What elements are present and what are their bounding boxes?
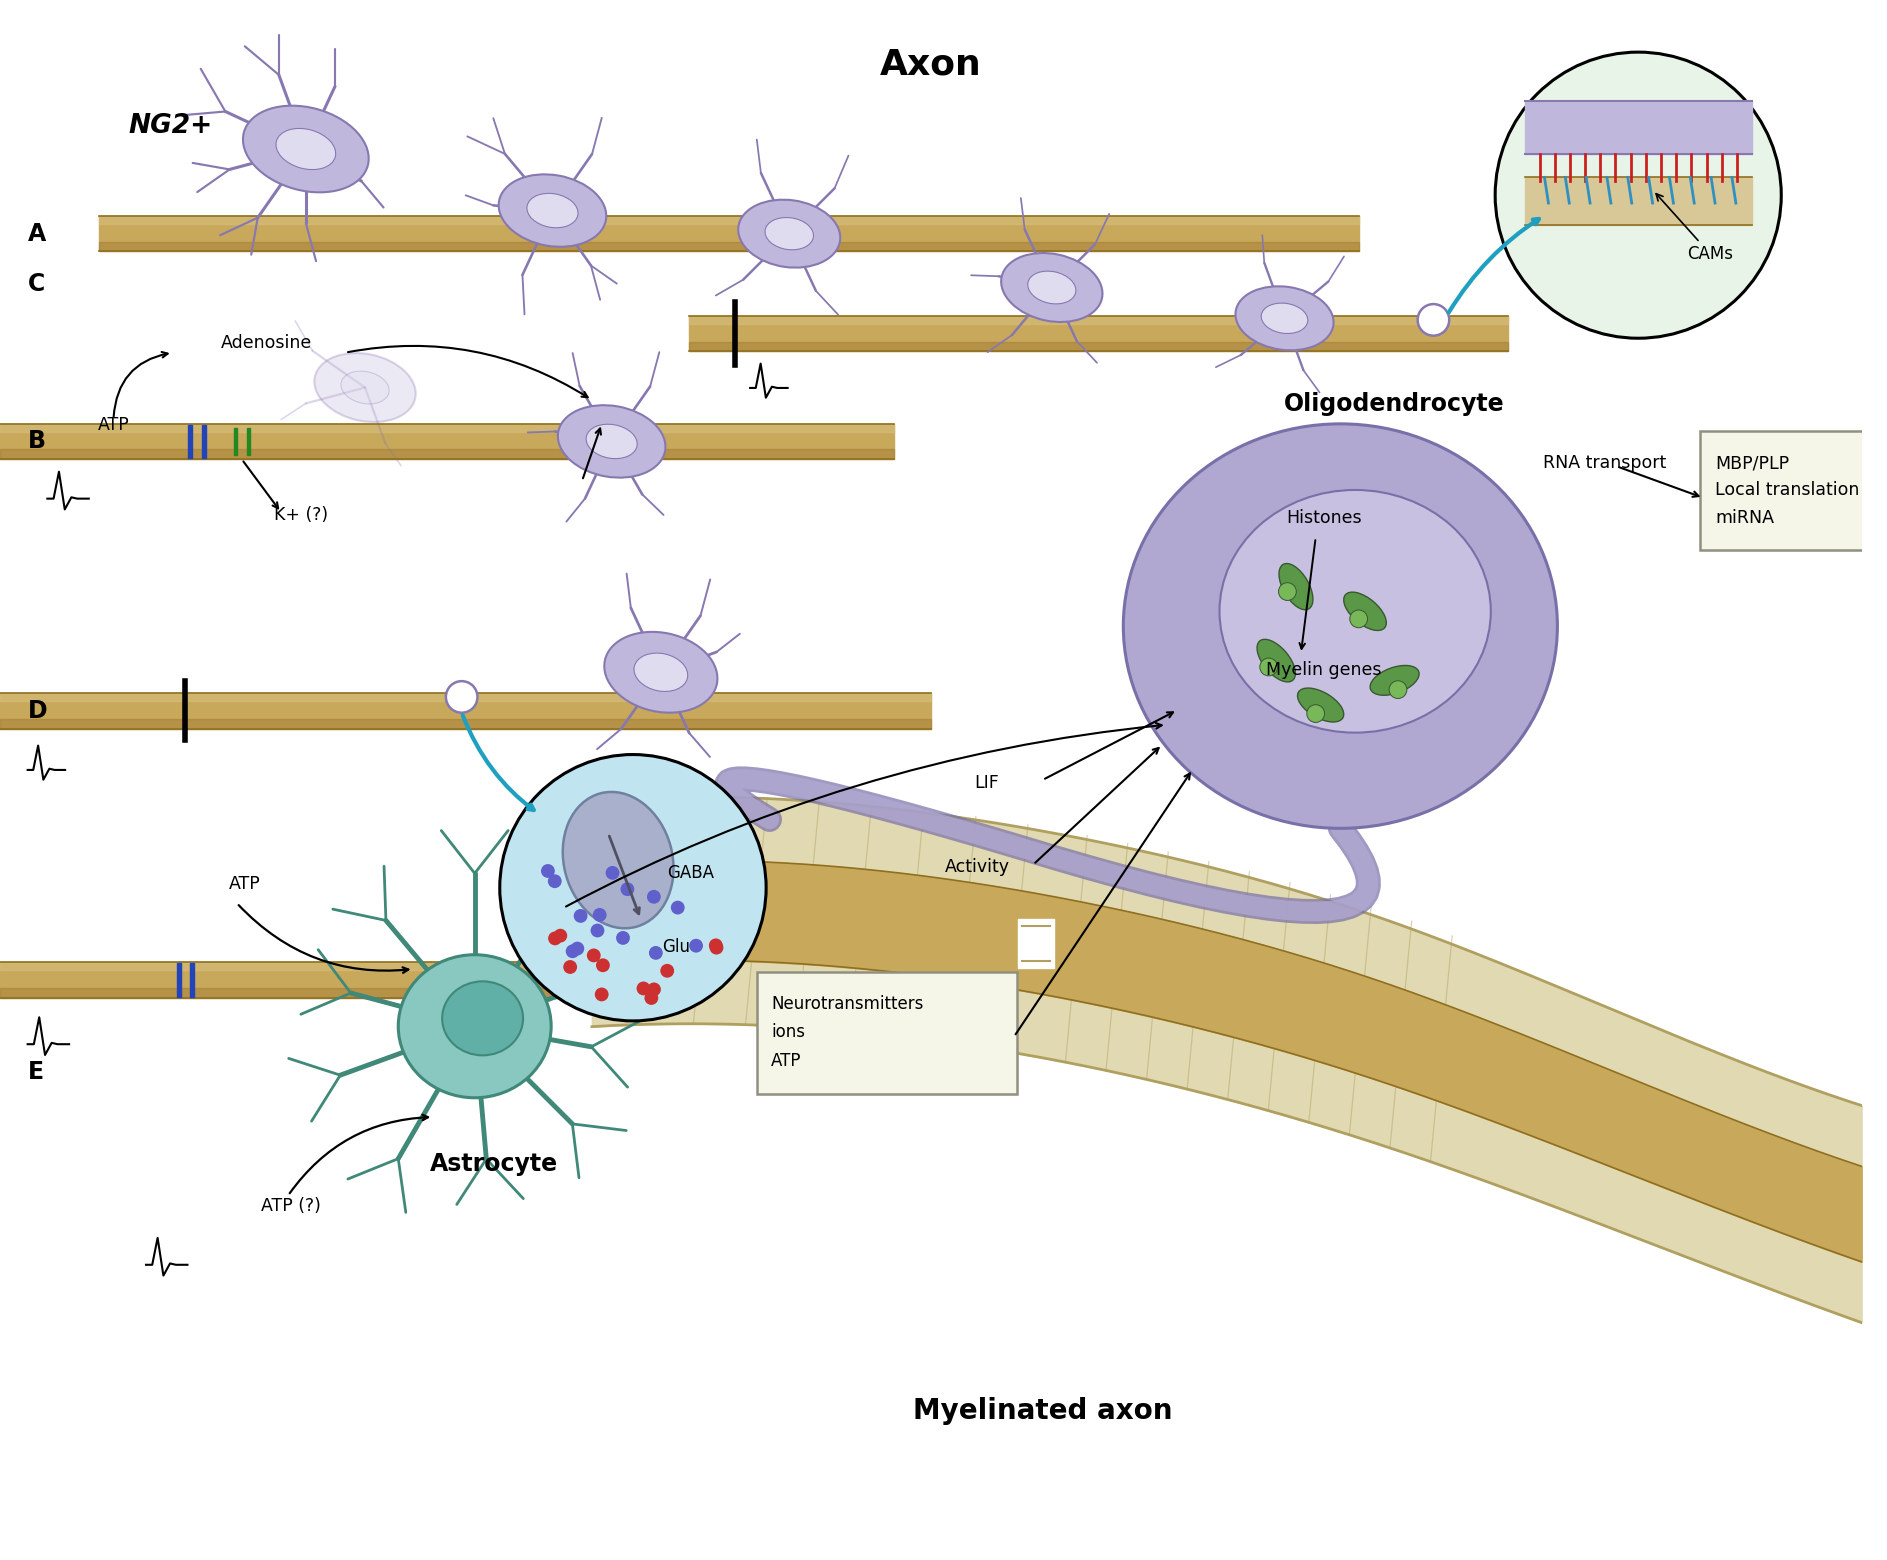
Circle shape [566,944,579,958]
Text: ATP: ATP [228,875,260,894]
Ellipse shape [1344,593,1387,630]
Text: K+ (?): K+ (?) [274,507,328,524]
Ellipse shape [634,654,687,691]
Circle shape [645,991,659,1005]
Circle shape [689,939,704,953]
Text: Myelinated axon: Myelinated axon [913,1398,1172,1424]
Text: ATP: ATP [772,1053,802,1070]
Text: RNA transport: RNA transport [1542,454,1666,473]
Text: CAMs: CAMs [1657,193,1734,264]
Circle shape [542,864,555,878]
Ellipse shape [587,424,638,459]
Ellipse shape [526,193,577,228]
Ellipse shape [562,792,674,928]
Text: ATP (?): ATP (?) [260,1197,321,1215]
Circle shape [570,942,585,955]
Circle shape [660,964,674,978]
Circle shape [1261,658,1277,675]
Ellipse shape [243,106,368,192]
Circle shape [1308,705,1325,722]
Ellipse shape [1298,688,1344,722]
Text: B: B [28,429,45,454]
Text: Activity: Activity [945,858,1010,877]
Circle shape [647,889,660,903]
Polygon shape [247,427,249,456]
Circle shape [553,928,568,942]
Ellipse shape [398,955,551,1098]
Circle shape [587,948,600,963]
Polygon shape [177,963,181,997]
Text: Local translation: Local translation [1715,480,1859,499]
Circle shape [562,959,577,973]
Circle shape [594,987,610,1002]
Circle shape [1349,610,1368,627]
Text: C: C [28,273,45,296]
Text: Glu: Glu [662,938,691,956]
Ellipse shape [1002,253,1102,321]
Ellipse shape [498,175,606,246]
Text: miRNA: miRNA [1715,509,1774,527]
Circle shape [547,874,562,888]
Text: Adenosine: Adenosine [221,334,311,351]
Ellipse shape [442,981,523,1056]
Polygon shape [202,424,206,459]
Ellipse shape [738,200,840,268]
Ellipse shape [276,128,336,170]
Text: MBP/PLP: MBP/PLP [1715,454,1789,473]
Ellipse shape [1370,666,1419,696]
Text: Histones: Histones [1287,509,1362,527]
Circle shape [1417,304,1449,335]
Ellipse shape [1236,287,1334,351]
Polygon shape [189,424,192,459]
Circle shape [672,900,685,914]
Circle shape [574,909,587,924]
Ellipse shape [559,406,666,477]
Polygon shape [191,963,194,997]
Circle shape [606,866,619,880]
Text: ATP: ATP [98,415,130,434]
Ellipse shape [1257,640,1294,682]
Ellipse shape [1279,563,1313,610]
Text: GABA: GABA [668,864,715,881]
Polygon shape [234,427,236,456]
Circle shape [1389,680,1408,699]
Circle shape [647,983,660,997]
Circle shape [445,682,477,713]
FancyBboxPatch shape [1700,431,1887,551]
Circle shape [1279,583,1296,601]
Circle shape [1495,51,1781,339]
Circle shape [649,945,662,959]
Circle shape [593,908,606,922]
Text: LIF: LIF [974,774,998,791]
Circle shape [500,755,766,1020]
Circle shape [596,958,610,972]
Text: NG2+: NG2+ [128,112,213,139]
Circle shape [636,981,651,995]
Text: D: D [28,699,47,722]
FancyBboxPatch shape [757,972,1017,1094]
Ellipse shape [315,353,415,423]
Text: Axon: Axon [879,47,981,81]
Ellipse shape [1028,271,1076,304]
Circle shape [710,939,723,952]
Ellipse shape [342,371,389,404]
Circle shape [591,924,604,938]
Ellipse shape [1123,424,1557,828]
Text: Myelin genes: Myelin genes [1266,661,1381,680]
Ellipse shape [1219,490,1491,733]
Text: Oligodendrocyte: Oligodendrocyte [1285,392,1506,417]
Text: Astrocyte: Astrocyte [430,1153,559,1176]
Text: A: A [28,222,45,245]
Ellipse shape [604,632,717,713]
Circle shape [710,941,723,955]
Ellipse shape [764,217,813,250]
Text: E: E [28,1061,43,1084]
Circle shape [621,883,634,895]
Ellipse shape [1261,303,1308,334]
Text: ions: ions [772,1023,806,1041]
Text: Neurotransmitters: Neurotransmitters [772,995,925,1012]
Circle shape [615,931,630,945]
Circle shape [547,931,562,945]
